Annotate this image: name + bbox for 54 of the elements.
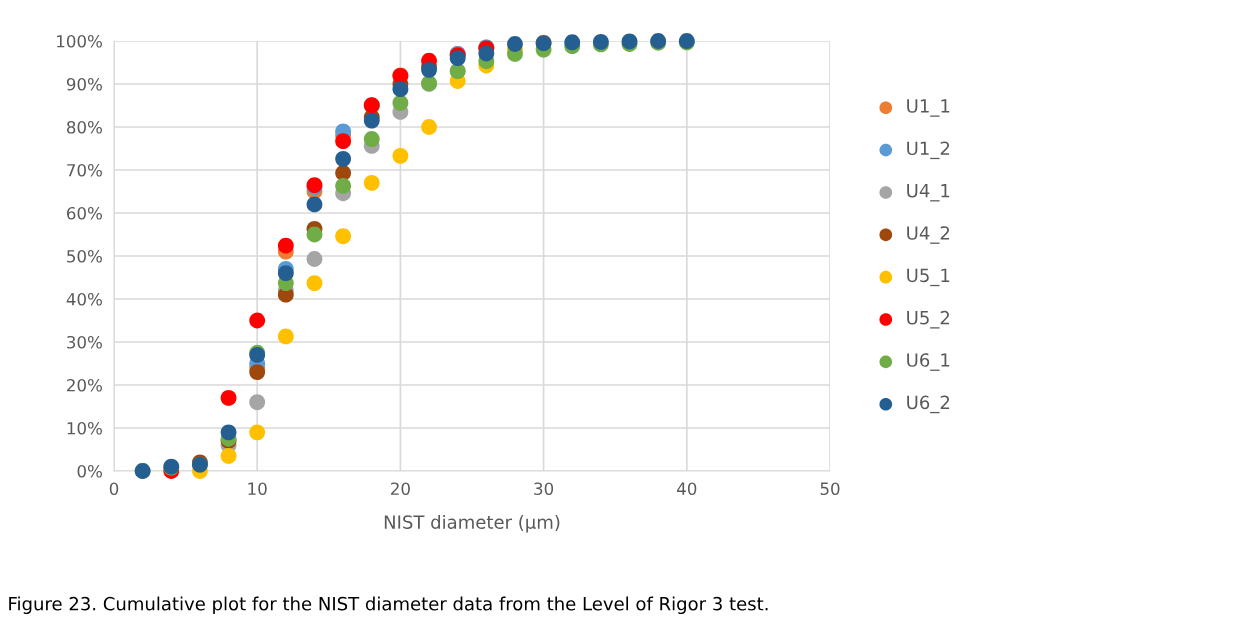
y-tick-label: 80% (66, 120, 102, 134)
point (335, 228, 352, 245)
point (277, 237, 294, 254)
point (478, 45, 495, 62)
point (363, 174, 380, 191)
y-tick-label: 30% (67, 335, 102, 349)
x-tick-label: 50 (820, 482, 840, 496)
point (564, 34, 581, 51)
point (306, 196, 323, 213)
point (392, 95, 409, 111)
y-tick-label: 10% (67, 421, 102, 435)
point (306, 251, 323, 267)
x-tick-label: 30 (534, 482, 554, 496)
x-tick-label: 40 (677, 482, 697, 496)
legend-label: U5_2 (907, 310, 950, 329)
point (249, 364, 266, 381)
x-tick-label: 10 (248, 482, 267, 496)
caption: Figure 23. Cumulative plot for the NIST diameter data from the Level of Rigor 3 test. (9, 596, 768, 615)
point (335, 177, 352, 194)
legend-label: U4_1 (907, 184, 950, 202)
point (421, 119, 437, 135)
legend-label: U1_1 (907, 99, 950, 117)
legend-label: U5_1 (907, 268, 950, 287)
point (249, 424, 266, 441)
y-tick-label: 100% (57, 34, 102, 48)
legend-label: U1_2 (907, 141, 950, 160)
point (220, 389, 237, 406)
point (335, 150, 352, 167)
point (392, 81, 409, 98)
point (306, 226, 323, 243)
point (277, 328, 294, 345)
y-tick-label: 0% (77, 464, 102, 478)
point (335, 133, 352, 150)
point (249, 394, 266, 411)
point (306, 275, 323, 292)
y-tick-label: 40% (66, 292, 102, 306)
point (220, 448, 237, 464)
point (277, 265, 294, 282)
x-tick-label: 0 (109, 482, 119, 496)
y-tick-label: 50% (67, 249, 102, 263)
x-axis-title: NIST diameter (µm) (384, 514, 560, 533)
point (220, 424, 237, 441)
legend-label: U6_1 (907, 353, 950, 371)
point (392, 147, 409, 164)
point (249, 312, 266, 329)
y-tick-label: 20% (67, 378, 102, 392)
legend-label: U6_2 (907, 395, 950, 414)
y-tick-label: 60% (67, 206, 102, 220)
y-tick-label: 70% (67, 163, 102, 177)
y-tick-label: 90% (66, 77, 102, 91)
x-tick-label: 20 (391, 482, 410, 496)
legend-label: U4_2 (907, 226, 950, 244)
point (507, 36, 523, 52)
point (363, 131, 380, 147)
